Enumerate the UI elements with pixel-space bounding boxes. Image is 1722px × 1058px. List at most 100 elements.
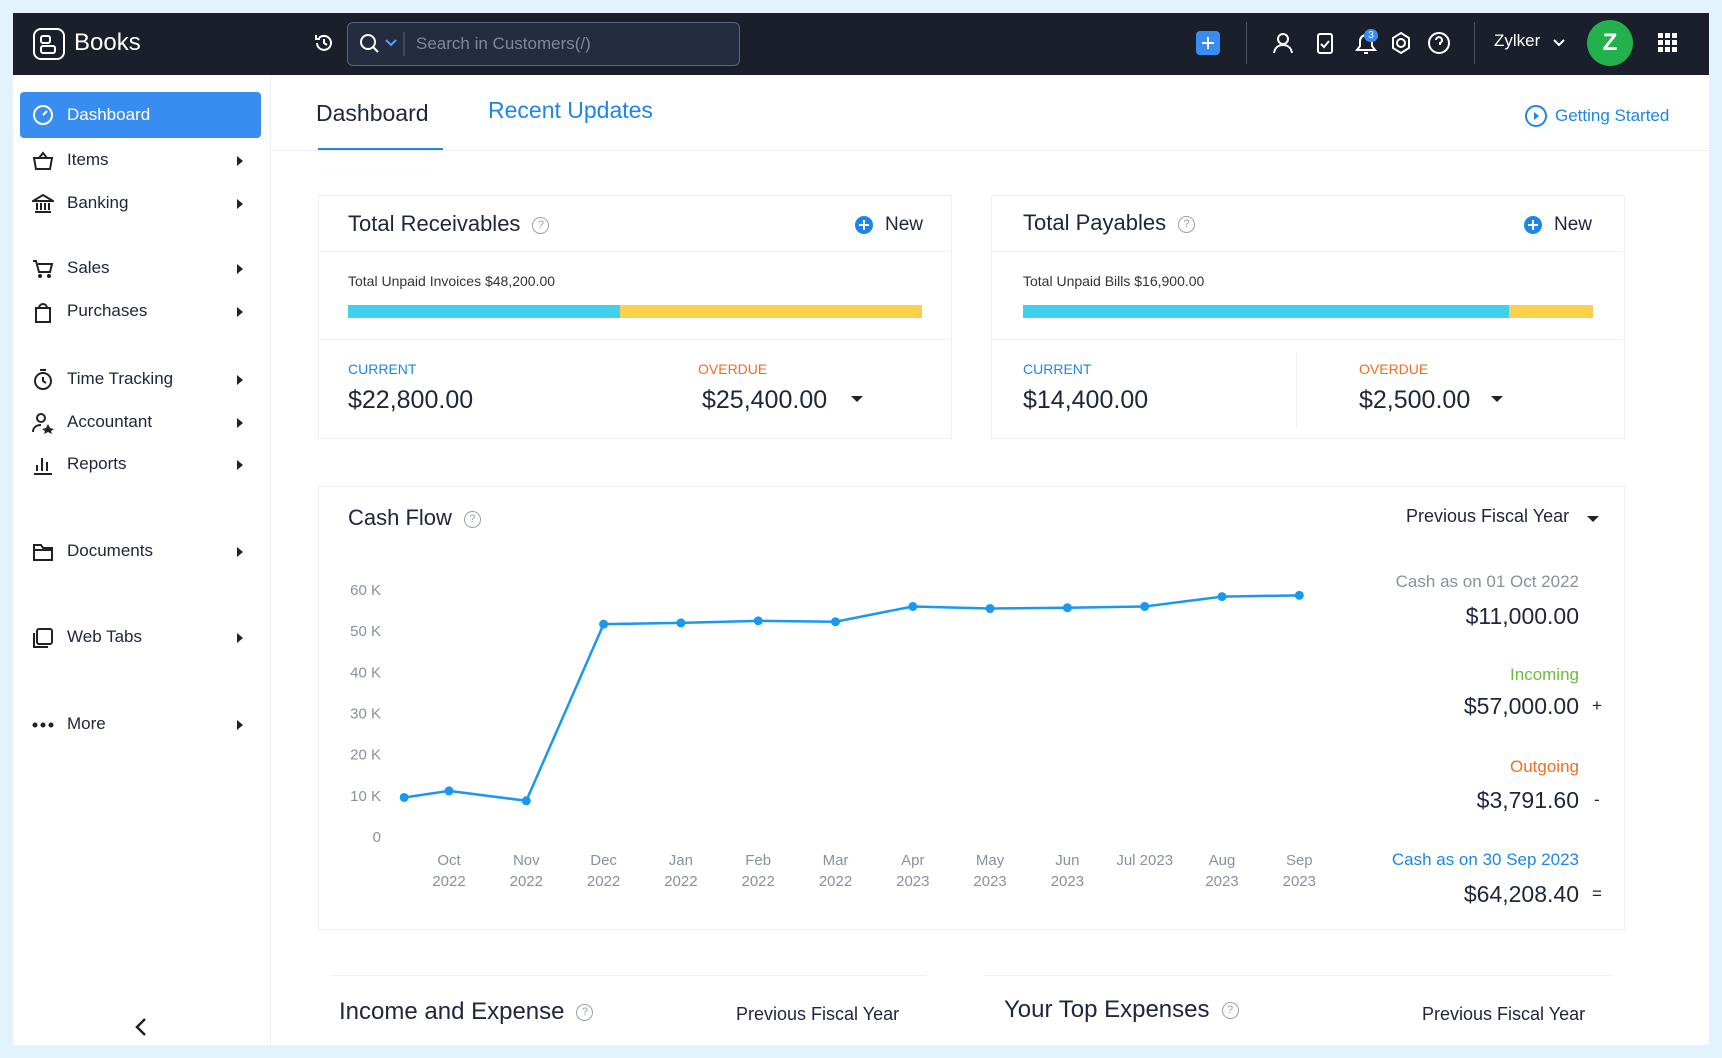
incoming-label: Incoming <box>1510 665 1579 684</box>
outgoing-label: Outgoing <box>1510 757 1579 776</box>
current-amount: $22,800.00 <box>348 386 474 414</box>
point <box>1062 603 1072 613</box>
nav-item[interactable]: Documents <box>20 531 261 571</box>
org-caret[interactable] <box>1552 38 1566 48</box>
card-title: Cash Flow? <box>348 505 481 531</box>
card-title: Income and Expense? <box>339 998 594 1026</box>
point <box>444 786 454 796</box>
y-tick-label: 0 <box>373 829 381 846</box>
collapse[interactable] <box>132 1016 150 1038</box>
card-title: Total Payables? <box>1023 210 1196 236</box>
closing-label: Cash as on 30 Sep 2023 <box>1391 850 1579 869</box>
nav-item[interactable]: Time Tracking <box>20 359 261 399</box>
caret[interactable] <box>1586 514 1600 524</box>
y-tick-label: 50 K <box>350 623 381 640</box>
logo <box>33 28 65 60</box>
nav-label: More <box>67 714 106 733</box>
sidebar <box>13 75 271 1045</box>
nav-label: Dashboard <box>67 105 151 124</box>
nav-item[interactable]: More <box>20 704 261 744</box>
tab-rule <box>270 150 1709 151</box>
bar-segment <box>1508 305 1593 318</box>
current-label: CURRENT <box>348 361 417 377</box>
current-amount: $14,400.00 <box>1023 386 1149 414</box>
search-icon[interactable] <box>358 32 408 56</box>
nav-label: Reports <box>67 454 127 473</box>
nav-item[interactable]: Web Tabs <box>20 617 261 657</box>
tab[interactable]: Recent Updates <box>488 97 653 123</box>
nav-label: Documents <box>67 541 153 560</box>
quick-create[interactable] <box>1196 31 1220 55</box>
new-icon[interactable] <box>854 215 874 235</box>
nav-item[interactable]: Sales <box>20 248 261 288</box>
card-title: Total Receivables? <box>348 211 550 237</box>
tab[interactable]: Dashboard <box>316 100 429 126</box>
period-select[interactable]: Previous Fiscal Year <box>1422 1004 1586 1024</box>
caret[interactable] <box>850 394 864 404</box>
overdue-label: OVERDUE <box>1359 361 1429 377</box>
y-tick-label: 20 K <box>350 747 381 764</box>
nav-item[interactable]: Items <box>20 140 261 180</box>
period-select[interactable]: Previous Fiscal Year <box>736 1004 900 1024</box>
top-bar <box>13 13 1709 75</box>
history[interactable] <box>312 31 336 55</box>
sign: + <box>1592 696 1602 715</box>
status-bar <box>1023 305 1593 318</box>
opening: $11,000.00 <box>1465 603 1579 629</box>
x-tick-label: Feb 2022 <box>741 852 775 890</box>
nav-item[interactable]: Accountant <box>20 402 261 442</box>
y-tick-label: 10 K <box>350 788 381 805</box>
nav-item[interactable]: Reports <box>20 444 261 484</box>
x-tick-label: Aug 2023 <box>1205 852 1239 890</box>
rule <box>331 975 926 976</box>
point <box>676 618 686 628</box>
nav-label: Web Tabs <box>67 627 142 646</box>
nav-label: Sales <box>67 258 110 277</box>
point <box>908 601 918 611</box>
nav-label: Items <box>67 150 109 169</box>
play-icon[interactable] <box>1524 104 1548 128</box>
unpaid: Total Unpaid Bills $16,900.00 <box>1023 273 1205 289</box>
caret[interactable] <box>1490 394 1504 404</box>
new-button[interactable]: New <box>1554 214 1593 235</box>
org-name[interactable]: Zylker <box>1494 31 1541 50</box>
status-bar <box>348 305 922 318</box>
new-button[interactable]: New <box>885 214 924 235</box>
opening-label: Cash as on 01 Oct 2022 <box>1395 572 1579 591</box>
rule <box>318 339 950 340</box>
point <box>1140 601 1150 611</box>
search-placeholder: Search in Customers(/) <box>416 34 591 53</box>
period-select[interactable]: Previous Fiscal Year <box>1406 506 1570 526</box>
badge: 3 <box>1364 29 1378 42</box>
nav-item[interactable]: Banking <box>20 183 261 223</box>
cash-line <box>403 594 1300 803</box>
search-box[interactable] <box>347 22 740 66</box>
nav-label: Banking <box>67 193 129 212</box>
avatar[interactable]: Z <box>1587 20 1633 66</box>
point <box>753 616 763 626</box>
y-tick-label: 30 K <box>350 706 381 723</box>
new-icon[interactable] <box>1523 215 1543 235</box>
x-tick-label: May 2023 <box>973 852 1007 890</box>
nav-item[interactable]: Dashboard <box>20 92 261 138</box>
bar-segment <box>348 305 620 318</box>
x-tick-label: Jun 2023 <box>1050 852 1085 890</box>
x-tick-label: Apr 2023 <box>896 852 930 890</box>
x-tick-label: Dec 2022 <box>586 852 621 890</box>
rule <box>991 251 1623 252</box>
rule <box>991 339 1623 340</box>
apps[interactable] <box>1658 33 1678 53</box>
getting-started[interactable]: Getting Started <box>1555 106 1670 125</box>
point <box>985 604 995 614</box>
divider <box>1246 22 1247 64</box>
bar-segment <box>1023 305 1509 318</box>
sign: = <box>1592 884 1602 903</box>
nav-item[interactable]: Purchases <box>20 291 261 331</box>
x-tick-label: Jan 2022 <box>664 852 698 890</box>
divider <box>1474 22 1475 64</box>
point <box>399 792 409 802</box>
divider <box>1296 352 1297 428</box>
cashflow-card <box>318 486 1625 930</box>
